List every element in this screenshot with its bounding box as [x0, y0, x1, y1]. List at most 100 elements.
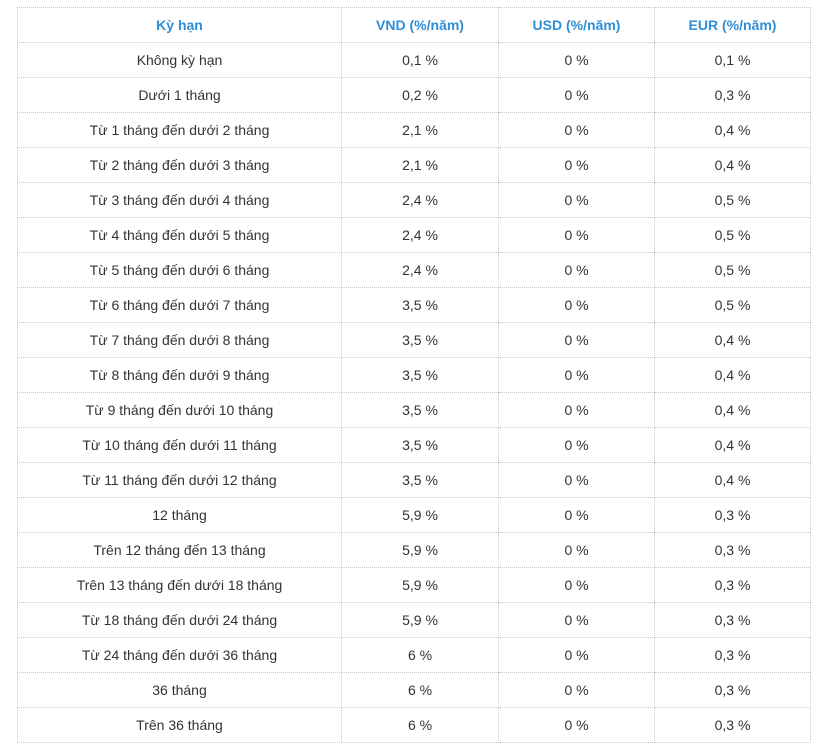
table-cell: Trên 12 tháng đến 13 tháng	[17, 532, 342, 568]
table-cell: 0,3 %	[654, 637, 811, 673]
table-row: Từ 6 tháng đến dưới 7 tháng 3,5 % 0 % 0,5 %	[17, 287, 811, 323]
table-cell: 6 %	[341, 637, 499, 673]
table-cell: 0,4 %	[654, 357, 811, 393]
table-cell: 0 %	[498, 427, 655, 463]
table-cell: Từ 10 tháng đến dưới 11 tháng	[17, 427, 342, 463]
table-cell: 0 %	[498, 147, 655, 183]
table-row: Từ 5 tháng đến dưới 6 tháng 2,4 % 0 % 0,5 %	[17, 252, 811, 288]
table-cell: 0 %	[498, 287, 655, 323]
table-cell: 12 tháng	[17, 497, 342, 533]
table-row: Từ 8 tháng đến dưới 9 tháng 3,5 % 0 % 0,4 %	[17, 357, 811, 393]
table-cell: Từ 1 tháng đến dưới 2 tháng	[17, 112, 342, 148]
table-cell: 5,9 %	[341, 497, 499, 533]
table-cell: 0,4 %	[654, 427, 811, 463]
table-cell: 0,3 %	[654, 497, 811, 533]
table-cell: 0 %	[498, 252, 655, 288]
header-cell: USD (%/năm)	[498, 7, 655, 43]
table-row: Trên 12 tháng đến 13 tháng 5,9 % 0 % 0,3 %	[17, 532, 811, 568]
table-cell: 0,4 %	[654, 112, 811, 148]
header-row: Kỳ hạn VND (%/năm) USD (%/năm) EUR (%/năm)	[17, 7, 811, 43]
table-cell: Từ 8 tháng đến dưới 9 tháng	[17, 357, 342, 393]
table-cell: 2,4 %	[341, 252, 499, 288]
table-cell: 0 %	[498, 672, 655, 708]
table-cell: Từ 3 tháng đến dưới 4 tháng	[17, 182, 342, 218]
table-cell: Từ 9 tháng đến dưới 10 tháng	[17, 392, 342, 428]
table-cell: 0,4 %	[654, 462, 811, 498]
table-cell: 0,3 %	[654, 707, 811, 743]
table-cell: Trên 13 tháng đến dưới 18 tháng	[17, 567, 342, 603]
table-row: Từ 18 tháng đến dưới 24 tháng 5,9 % 0 % 0,3…	[17, 602, 811, 638]
table-cell: 0 %	[498, 357, 655, 393]
table-row: Trên 36 tháng 6 % 0 % 0,3 %	[17, 707, 811, 743]
table-cell: 0,4 %	[654, 147, 811, 183]
table-cell: 0,2 %	[341, 77, 499, 113]
table-cell: 0 %	[498, 217, 655, 253]
table-row: Từ 10 tháng đến dưới 11 tháng 3,5 % 0 % 0,4…	[17, 427, 811, 463]
table-cell: 0,1 %	[654, 42, 811, 78]
table-body: Không kỳ hạn 0,1 % 0 % 0,1 % Dưới 1 tháng 0,2…	[17, 42, 811, 743]
table-cell: 0 %	[498, 182, 655, 218]
header-cell: EUR (%/năm)	[654, 7, 811, 43]
header-cell: VND (%/năm)	[341, 7, 499, 43]
table-cell: 0 %	[498, 42, 655, 78]
table-cell: Từ 24 tháng đến dưới 36 tháng	[17, 637, 342, 673]
table-cell: 0,3 %	[654, 602, 811, 638]
table-cell: 0 %	[498, 77, 655, 113]
table-row: Không kỳ hạn 0,1 % 0 % 0,1 %	[17, 42, 811, 78]
table-cell: 3,5 %	[341, 322, 499, 358]
table-cell: Từ 4 tháng đến dưới 5 tháng	[17, 217, 342, 253]
table-row: Từ 11 tháng đến dưới 12 tháng 3,5 % 0 % 0,4…	[17, 462, 811, 498]
table-cell: 0,3 %	[654, 77, 811, 113]
table-cell: 0,3 %	[654, 532, 811, 568]
table-row: Từ 7 tháng đến dưới 8 tháng 3,5 % 0 % 0,4 %	[17, 322, 811, 358]
table-row: Từ 9 tháng đến dưới 10 tháng 3,5 % 0 % 0,4 …	[17, 392, 811, 428]
table-cell: 6 %	[341, 707, 499, 743]
rate-table: Kỳ hạn VND (%/năm) USD (%/năm) EUR (%/năm) …	[17, 7, 811, 743]
table-row: 12 tháng 5,9 % 0 % 0,3 %	[17, 497, 811, 533]
table-cell: 0,5 %	[654, 252, 811, 288]
table-row: Từ 24 tháng đến dưới 36 tháng 6 % 0 % 0,3 %	[17, 637, 811, 673]
table-row: Từ 3 tháng đến dưới 4 tháng 2,4 % 0 % 0,5 %	[17, 182, 811, 218]
table-cell: 0,5 %	[654, 287, 811, 323]
table-cell: 6 %	[341, 672, 499, 708]
table-row: Từ 2 tháng đến dưới 3 tháng 2,1 % 0 % 0,4 %	[17, 147, 811, 183]
table-cell: Từ 11 tháng đến dưới 12 tháng	[17, 462, 342, 498]
table-cell: 2,4 %	[341, 217, 499, 253]
table-cell: 0,1 %	[341, 42, 499, 78]
table-cell: 0,3 %	[654, 567, 811, 603]
table-cell: 0 %	[498, 602, 655, 638]
table-cell: 2,1 %	[341, 147, 499, 183]
table-row: 36 tháng 6 % 0 % 0,3 %	[17, 672, 811, 708]
table-row: Từ 1 tháng đến dưới 2 tháng 2,1 % 0 % 0,4 %	[17, 112, 811, 148]
header-cell: Kỳ hạn	[17, 7, 342, 43]
table-cell: 0,3 %	[654, 672, 811, 708]
table-cell: Không kỳ hạn	[17, 42, 342, 78]
table-cell: Trên 36 tháng	[17, 707, 342, 743]
table-cell: Từ 18 tháng đến dưới 24 tháng	[17, 602, 342, 638]
table-cell: 3,5 %	[341, 427, 499, 463]
table-cell: Từ 5 tháng đến dưới 6 tháng	[17, 252, 342, 288]
table-row: Trên 13 tháng đến dưới 18 tháng 5,9 % 0 % 0…	[17, 567, 811, 603]
table-cell: 3,5 %	[341, 357, 499, 393]
table-cell: 5,9 %	[341, 567, 499, 603]
table-cell: 0,4 %	[654, 392, 811, 428]
table-cell: 0 %	[498, 462, 655, 498]
table-cell: 5,9 %	[341, 532, 499, 568]
table-cell: 3,5 %	[341, 462, 499, 498]
table-cell: 3,5 %	[341, 392, 499, 428]
table-row: Từ 4 tháng đến dưới 5 tháng 2,4 % 0 % 0,5 %	[17, 217, 811, 253]
table-cell: 0 %	[498, 707, 655, 743]
table-cell: Từ 2 tháng đến dưới 3 tháng	[17, 147, 342, 183]
table-cell: Từ 7 tháng đến dưới 8 tháng	[17, 322, 342, 358]
table-cell: 0 %	[498, 392, 655, 428]
table-cell: 36 tháng	[17, 672, 342, 708]
table-cell: 5,9 %	[341, 602, 499, 638]
table-cell: 0 %	[498, 637, 655, 673]
table-cell: 0 %	[498, 497, 655, 533]
table-cell: 2,1 %	[341, 112, 499, 148]
table-cell: 0 %	[498, 322, 655, 358]
table-cell: Dưới 1 tháng	[17, 77, 342, 113]
table-cell: 0 %	[498, 532, 655, 568]
table-cell: Từ 6 tháng đến dưới 7 tháng	[17, 287, 342, 323]
